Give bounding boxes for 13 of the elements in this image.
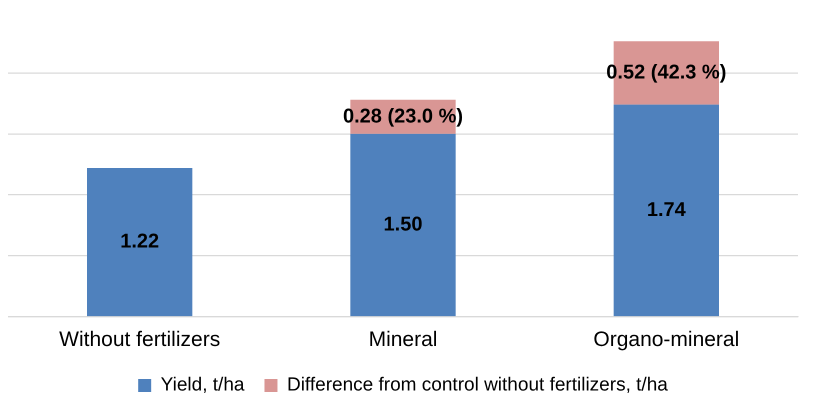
- legend-label: Yield, t/ha: [160, 374, 245, 396]
- bar: [87, 168, 192, 316]
- legend-label: Difference from control without fertilizers, t/ha: [286, 374, 668, 396]
- bar: [350, 134, 456, 316]
- data-label: 0.52 (42.3 %): [606, 61, 726, 84]
- bar: [614, 104, 719, 316]
- data-label: 1.74: [646, 198, 687, 221]
- x-tick-label: Mineral: [368, 328, 438, 352]
- data-label: 0.28 (23.0 %): [342, 105, 464, 128]
- x-tick-label: Without fertilizers: [59, 328, 220, 352]
- data-label: 1.50: [384, 214, 422, 236]
- data-label: 1.22: [120, 230, 160, 253]
- x-tick-label: Organo-mineral: [593, 328, 740, 352]
